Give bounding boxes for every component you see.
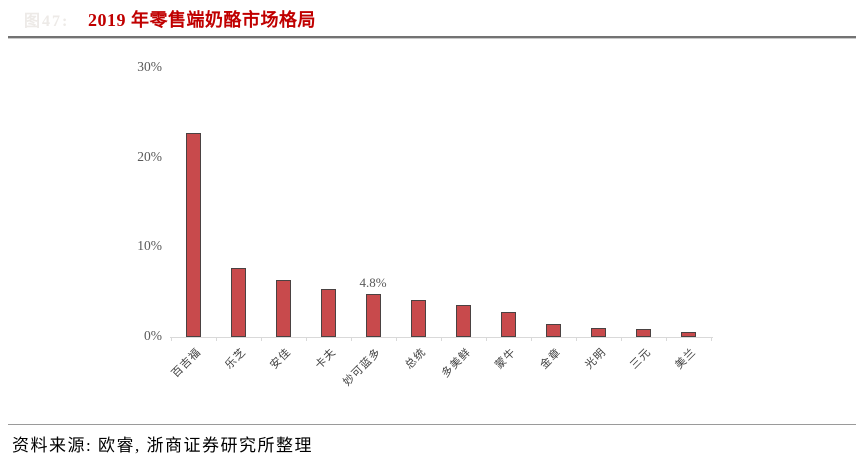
x-axis-tick <box>665 337 667 341</box>
x-axis-label-三元: 三元 <box>628 346 654 372</box>
x-axis-tick <box>395 337 397 341</box>
x-axis-tick <box>170 337 172 341</box>
x-axis-tick <box>620 337 622 341</box>
x-axis-label-安佳: 安佳 <box>268 346 294 372</box>
x-axis-tick <box>530 337 532 341</box>
bar-金章 <box>545 324 561 337</box>
x-axis-label-金章: 金章 <box>538 346 564 372</box>
bar-三元 <box>635 329 651 337</box>
x-axis-tick <box>305 337 307 341</box>
faded-figure-number: 图47: <box>24 13 70 30</box>
bar-value-label: 4.8% <box>359 275 387 290</box>
bar-卡夫 <box>320 289 336 337</box>
x-axis-label-蒙牛: 蒙牛 <box>493 346 519 372</box>
bar-光明 <box>590 328 606 337</box>
bar-乐芝 <box>230 268 246 337</box>
bar-妙可蓝多 <box>365 294 381 337</box>
x-axis-line <box>170 337 713 338</box>
x-axis-tick <box>350 337 352 341</box>
x-axis-label-妙可蓝多: 妙可蓝多 <box>341 346 384 389</box>
bar-chart: 30% 20% 10% 0% 4.8% 百吉福 乐芝 安佳 卡夫 妙可蓝多 总统 多美鲜 蒙牛 金章 光明三… <box>137 59 713 389</box>
source-note: 资料来源: 欧睿, 浙商证券研究所整理 <box>12 436 313 455</box>
x-axis-label-百吉福: 百吉福 <box>169 346 204 381</box>
x-axis-label-乐芝: 乐芝 <box>223 346 249 372</box>
bar-美兰 <box>680 332 696 337</box>
x-axis-tick <box>215 337 217 341</box>
x-axis-label-卡夫: 卡夫 <box>313 346 339 372</box>
title-divider <box>8 36 856 39</box>
bar-安佳 <box>275 280 291 337</box>
chart-title: 2019 年零售端奶酪市场格局 <box>88 10 316 30</box>
bar-总统 <box>410 300 426 337</box>
x-axis-tick <box>260 337 262 341</box>
footer-divider <box>8 424 856 425</box>
y-axis-tick-label: 0% <box>144 328 162 343</box>
x-axis-tick <box>575 337 577 341</box>
bar-百吉福 <box>185 133 201 337</box>
x-axis-label-美兰: 美兰 <box>673 346 699 372</box>
bar-多美鲜 <box>455 305 471 337</box>
x-axis-label-总统: 总统 <box>403 346 429 372</box>
y-axis-tick-label: 10% <box>137 238 162 254</box>
x-axis-tick <box>710 337 712 341</box>
x-axis-label-光明: 光明 <box>583 346 609 372</box>
y-axis-tick-label: 30% <box>137 59 162 74</box>
x-axis-label-多美鲜: 多美鲜 <box>439 346 474 381</box>
x-axis-tick <box>440 337 442 341</box>
y-axis-tick-label: 20% <box>137 148 162 164</box>
bar-蒙牛 <box>500 312 516 337</box>
x-axis-tick <box>485 337 487 341</box>
